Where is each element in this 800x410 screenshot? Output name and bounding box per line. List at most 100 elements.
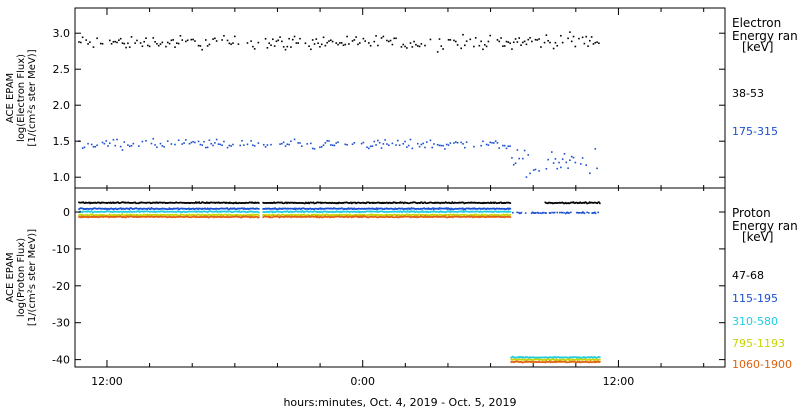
proton-data-point [287,211,290,213]
proton-data-point [364,211,367,213]
proton-data-point [231,215,234,218]
proton-data-point [493,202,495,204]
proton-data-point [495,210,497,213]
proton-data-point [585,361,588,363]
proton-data-point [432,215,435,218]
proton-data-point [119,202,122,204]
electron-data-point [311,147,314,150]
proton-data-point [405,211,408,213]
proton-data-point [577,356,580,359]
proton-data-point [228,216,230,218]
proton-data-point [228,208,230,210]
proton-data-point [289,214,292,216]
proton-data-point [483,214,485,216]
proton-data-point [493,210,495,213]
proton-data-point [301,213,304,216]
proton-data-point [160,201,162,204]
proton-data-point [223,201,225,204]
proton-data-point [314,207,316,210]
proton-data-point [489,210,492,213]
proton-data-point [257,207,259,210]
proton-data-point [170,216,172,219]
proton-data-point [506,215,508,218]
proton-data-point [323,214,326,216]
proton-data-point [393,216,396,219]
proton-data-point [525,360,528,363]
proton-data-point [359,202,362,204]
proton-data-point [470,201,472,204]
proton-data-point [322,208,325,210]
proton-data-point [183,211,186,213]
electron-data-point [168,42,171,45]
proton-data-point [250,201,252,204]
proton-data-point [93,214,96,217]
proton-data-point [333,207,335,209]
electron-data-point [116,41,118,44]
electron-data-point [130,144,133,147]
proton-data-point [551,202,553,204]
electron-data-point [487,40,490,43]
proton-data-point [314,210,316,213]
proton-data-point [454,215,456,218]
proton-data-point [392,216,395,219]
electron-data-point [436,143,439,146]
electron-data-point [507,145,510,148]
proton-data-point [428,201,431,204]
proton-data-point [202,210,205,213]
proton-data-point [534,212,536,214]
proton-data-point [191,216,194,218]
electron-data-point [473,45,475,48]
proton-data-point [464,208,466,211]
proton-data-point [96,202,98,204]
proton-data-point [194,210,196,213]
proton-data-point [500,201,502,204]
proton-data-point [227,202,229,204]
proton-data-point [85,210,88,213]
proton-data-point [194,211,197,213]
proton-data-point [388,211,391,213]
proton-data-point [107,215,109,218]
proton-data-point [574,359,576,361]
proton-data-point [269,211,271,213]
proton-data-point [209,210,212,212]
proton-data-point [283,207,286,210]
proton-data-point [190,214,193,216]
proton-data-point [392,214,395,216]
proton-data-point [453,213,455,216]
proton-data-point [478,216,480,219]
proton-data-point [165,216,167,218]
electron-data-point [512,41,515,44]
proton-data-point [503,210,506,213]
electron-data-point [192,38,194,41]
proton-data-point [560,356,563,359]
proton-data-point [140,201,143,204]
proton-data-point [189,216,192,219]
proton-data-point [567,212,570,214]
electron-y-tick-label: 1.0 [53,171,71,184]
proton-data-point [581,212,583,214]
proton-data-point [315,202,317,204]
proton-data-point [173,202,176,204]
proton-data-point [131,213,133,216]
proton-data-point [458,201,460,204]
electron-data-point [277,39,280,42]
proton-data-point [281,208,283,210]
proton-data-point [383,201,385,204]
proton-data-point [303,213,305,216]
proton-data-point [94,210,96,213]
proton-data-point [552,358,554,361]
proton-data-point [472,210,474,213]
proton-data-point [390,202,392,205]
proton-data-point [295,210,298,213]
proton-data-point [316,216,318,219]
proton-data-point [114,207,117,210]
proton-data-point [345,208,348,210]
proton-data-point [274,207,276,209]
proton-data-point [437,211,440,213]
proton-data-point [348,215,351,218]
proton-data-point [316,214,318,217]
proton-data-point [460,214,462,216]
proton-data-point [166,216,169,219]
proton-data-point [460,201,463,204]
proton-data-point [160,210,163,213]
